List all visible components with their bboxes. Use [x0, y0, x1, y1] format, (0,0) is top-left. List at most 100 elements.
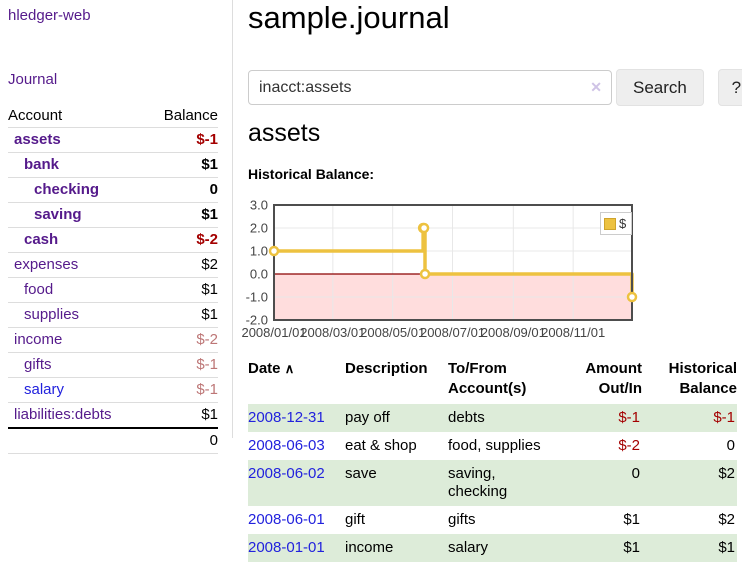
- register-description-cell: pay off: [345, 409, 390, 426]
- accounts-total-spacer: [8, 427, 146, 454]
- account-link[interactable]: assets: [14, 131, 61, 148]
- account-link[interactable]: bank: [24, 156, 60, 173]
- register-date-cell: 2008-01-01: [248, 534, 345, 562]
- transaction-date-link[interactable]: 2008-06-02: [248, 465, 325, 482]
- account-row: assets $-1: [8, 127, 218, 153]
- account-name-cell: expenses: [8, 252, 146, 278]
- search-button[interactable]: Search: [616, 69, 704, 106]
- accounts-header-balance: Balance: [145, 104, 218, 128]
- register-row: 2008-06-03 eat & shop food, supplies $-2 0: [248, 432, 737, 460]
- register-date-cell: 2008-06-03: [248, 432, 345, 460]
- historical-balance-chart: 3.0 2.0 1.0 0.0 -1.0 -2.0 2008/01/01 2008/03/01…: [241, 198, 742, 348]
- chart-canvas: 3.0 2.0 1.0 0.0 -1.0 -2.02008/01/012008/03/01…: [241, 198, 638, 340]
- transaction-date-link[interactable]: 2008-12-31: [248, 409, 325, 426]
- sidebar-item-journal[interactable]: Journal: [8, 71, 58, 88]
- sidebar: hledger-web Journal Account Balance asse…: [8, 0, 220, 582]
- account-row: supplies $1: [8, 302, 218, 328]
- sidebar-divider: [232, 0, 233, 438]
- account-balance: $1: [145, 277, 218, 303]
- account-row: gifts $-1: [8, 352, 218, 378]
- register-description-cell: eat & shop: [345, 437, 417, 454]
- y-tick-label: 0.0: [250, 267, 268, 282]
- sort-ascending-icon: ∧: [284, 361, 295, 376]
- account-balance: $-1: [145, 352, 218, 378]
- register-amount-cell: $-1: [618, 409, 640, 426]
- register-row: 2008-01-01 income salary $1 $1: [248, 534, 737, 562]
- account-row: expenses $2: [8, 252, 218, 278]
- account-link[interactable]: expenses: [14, 256, 79, 273]
- data-point-marker: [418, 222, 430, 234]
- account-name-cell: supplies: [8, 302, 146, 328]
- y-tick-label: -1.0: [246, 290, 268, 305]
- register-header-description: Description: [345, 360, 428, 377]
- register-table: Date ∧ Description To/From Account(s) Am…: [248, 356, 737, 562]
- account-link[interactable]: salary: [24, 381, 65, 398]
- account-row: saving $1: [8, 202, 218, 228]
- account-name-cell: cash: [8, 227, 146, 253]
- account-balance: 0: [145, 177, 218, 203]
- register-header-row: Date ∧ Description To/From Account(s) Am…: [248, 356, 737, 404]
- x-tick-label: 2008/09/01: [481, 325, 546, 340]
- transaction-date-link[interactable]: 2008-01-01: [248, 539, 325, 556]
- register-description-cell: save: [345, 465, 377, 482]
- register-header-accounts: To/From Account(s): [448, 360, 527, 397]
- register-amount-cell: 0: [631, 465, 640, 482]
- account-name-cell: salary: [8, 377, 146, 403]
- account-balance: $2: [145, 252, 218, 278]
- main-content: sample.journal ✕ Search ? assets Histori…: [241, 0, 742, 582]
- transaction-date-link[interactable]: 2008-06-01: [248, 511, 325, 528]
- clear-search-icon[interactable]: ✕: [590, 79, 602, 95]
- account-balance: $-1: [145, 127, 218, 153]
- register-row: 2008-06-01 gift gifts $1 $2: [248, 506, 737, 534]
- account-name-cell: checking: [8, 177, 146, 203]
- accounts-total-row: 0: [8, 427, 218, 454]
- account-row: liabilities:debts $1: [8, 402, 218, 429]
- account-row: food $1: [8, 277, 218, 303]
- account-row: cash $-2: [8, 227, 218, 253]
- register-balance-cell: $-1: [713, 409, 735, 426]
- x-tick-label: 2008/05/01: [360, 325, 425, 340]
- y-tick-label: 3.0: [250, 198, 268, 213]
- register-balance-cell: 0: [726, 437, 735, 454]
- account-link[interactable]: gifts: [24, 356, 52, 373]
- register-balance-cell: $2: [718, 511, 735, 528]
- search-input[interactable]: [248, 70, 612, 105]
- register-date-cell: 2008-06-02: [248, 460, 345, 506]
- app-title-link[interactable]: hledger-web: [8, 7, 91, 24]
- x-tick-label: 2008/01/01: [241, 325, 306, 340]
- account-name-cell: income: [8, 327, 146, 353]
- transaction-date-link[interactable]: 2008-06-03: [248, 437, 325, 454]
- x-tick-label: 2008/03/01: [300, 325, 365, 340]
- register-amount-cell: $1: [623, 511, 640, 528]
- register-header-amount: Amount Out/In: [585, 360, 642, 397]
- account-link[interactable]: income: [14, 331, 63, 348]
- account-balance: $-2: [145, 327, 218, 353]
- account-link[interactable]: liabilities:debts: [14, 406, 112, 423]
- account-row: income $-2: [8, 327, 218, 353]
- data-point-marker: [626, 291, 638, 303]
- register-accounts-cell: salary: [448, 539, 489, 556]
- date-header-label: Date: [248, 360, 281, 377]
- register-header-date[interactable]: Date ∧: [248, 356, 345, 404]
- x-tick-label: 2008/11/01: [541, 325, 605, 340]
- register-balance-cell: $2: [718, 465, 735, 482]
- register-balance-cell: $1: [718, 539, 735, 556]
- y-tick-label: 2.0: [250, 221, 268, 236]
- help-button[interactable]: ?: [717, 69, 742, 106]
- register-amount-cell: $-2: [618, 437, 640, 454]
- account-row: checking 0: [8, 177, 218, 203]
- account-link[interactable]: cash: [24, 231, 59, 248]
- account-link[interactable]: food: [24, 281, 54, 298]
- account-link[interactable]: checking: [34, 181, 100, 198]
- search-box: ✕: [248, 70, 612, 105]
- register-accounts-cell: debts: [448, 409, 485, 426]
- account-balance: $1: [145, 302, 218, 328]
- accounts-header-row: Account Balance: [8, 104, 218, 128]
- account-link[interactable]: supplies: [24, 306, 80, 323]
- account-balance: $-1: [145, 377, 218, 403]
- register-header-balance: Historical Balance: [668, 360, 737, 397]
- x-tick-label: 2008/07/01: [420, 325, 485, 340]
- register-date-cell: 2008-06-01: [248, 506, 345, 534]
- account-link[interactable]: saving: [34, 206, 82, 223]
- plot-border: [273, 204, 633, 321]
